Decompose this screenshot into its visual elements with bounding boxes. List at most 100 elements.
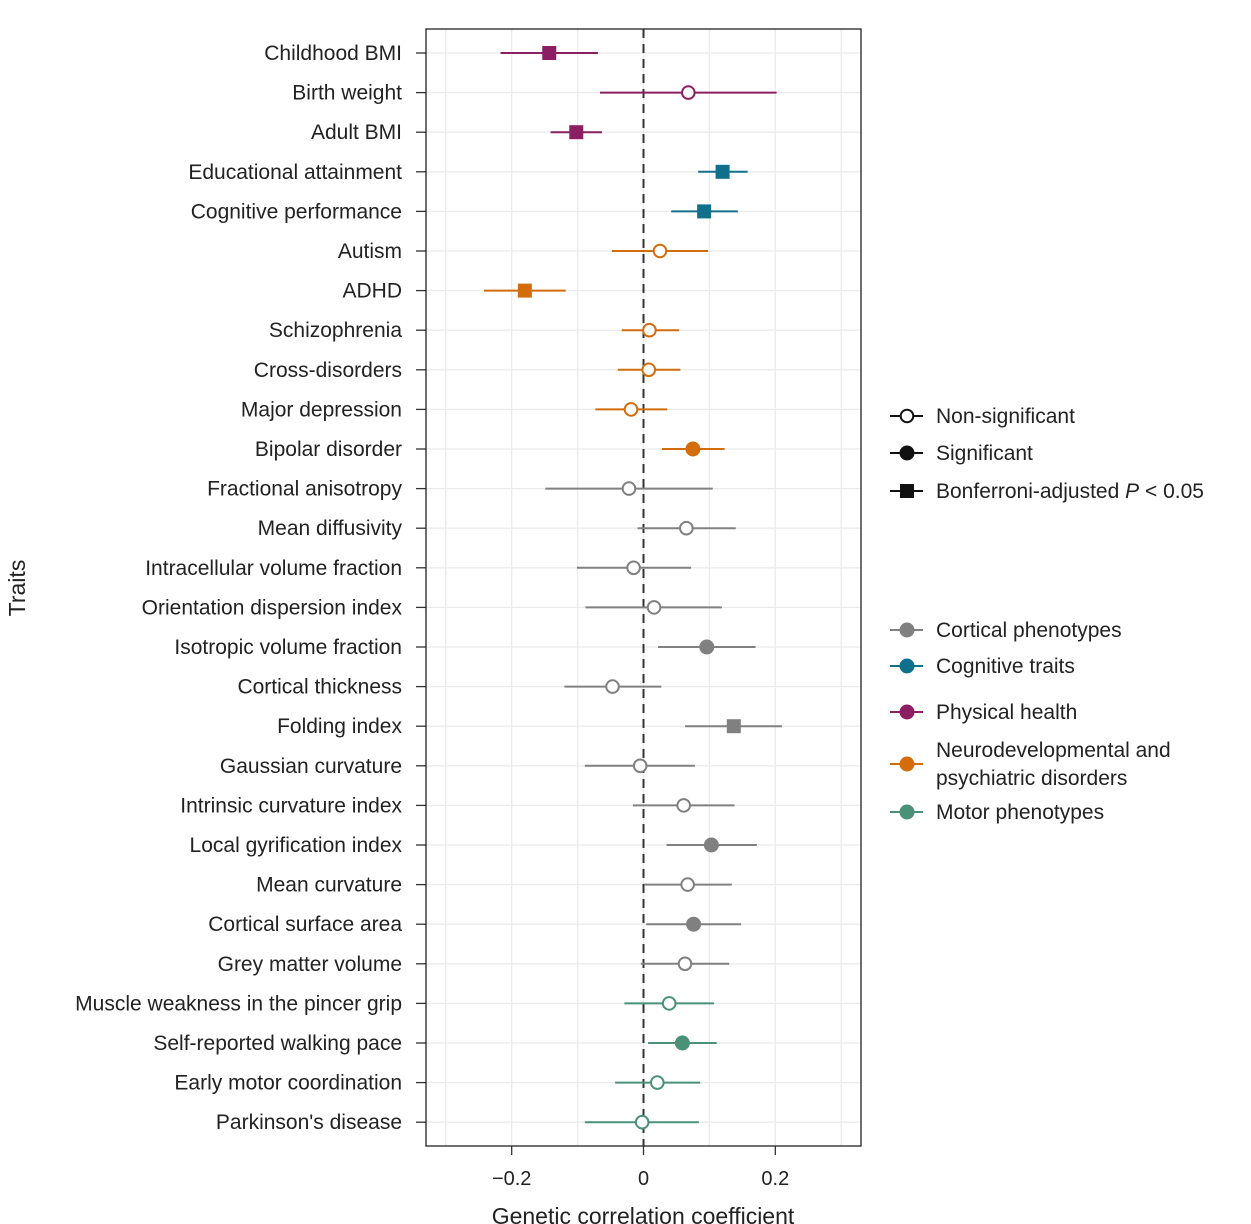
trait-label: Cognitive performance	[191, 200, 402, 223]
trait-row: Intrinsic curvature index	[180, 794, 735, 817]
trait-row: Mean diffusivity	[258, 517, 736, 540]
trait-row: Early motor coordination	[174, 1072, 701, 1095]
estimate-point	[626, 560, 641, 576]
group-legend-item: Cortical phenotypes	[890, 619, 1122, 642]
estimate-point	[642, 322, 657, 338]
trait-label: Muscle weakness in the pincer grip	[75, 992, 402, 1015]
trait-label: Isotropic volume fraction	[174, 636, 402, 659]
trait-label: Gaussian curvature	[220, 755, 402, 778]
trait-row: Autism	[338, 240, 709, 263]
legend-label-suffix: < 0.05	[1139, 480, 1204, 503]
estimate-point	[726, 719, 741, 734]
trait-label: Cortical thickness	[237, 676, 402, 699]
trait-row: Schizophrenia	[269, 319, 680, 342]
trait-label: Self-reported walking pace	[153, 1032, 402, 1055]
group-legend-item: Motor phenotypes	[890, 801, 1104, 824]
estimate-point	[605, 679, 620, 694]
trait-label: Intracellular volume fraction	[145, 557, 402, 580]
group-legend-item: Cognitive traits	[890, 655, 1075, 678]
trait-label: Educational attainment	[188, 161, 402, 184]
trait-row: Childhood BMI	[264, 42, 599, 65]
legend-marker	[899, 756, 915, 772]
legend-label: Non-significant	[936, 405, 1075, 428]
trait-rows: Childhood BMI Birth weight Adult BMI Educat…	[75, 42, 782, 1134]
estimate-point	[676, 798, 692, 813]
estimate-point	[679, 520, 694, 536]
estimate-point	[697, 204, 712, 219]
legend-label: Cortical phenotypes	[936, 619, 1122, 642]
trait-row: Isotropic volume fraction	[174, 636, 756, 659]
x-axis: −0.2 0 0.2	[492, 1146, 789, 1190]
estimate-point	[646, 600, 662, 615]
estimate-point	[634, 1114, 650, 1130]
estimate-point	[681, 85, 696, 100]
legend-marker	[900, 484, 914, 498]
trait-row: Muscle weakness in the pincer grip	[75, 992, 715, 1015]
estimate-point	[623, 402, 639, 417]
legend-label-prefix: Bonferroni-adjusted	[936, 480, 1125, 503]
trait-label: ADHD	[342, 280, 402, 303]
trait-label: Childhood BMI	[264, 42, 402, 65]
trait-label: Cross-disorders	[254, 359, 402, 382]
trait-label: Folding index	[277, 715, 402, 738]
significance-legend-item: Bonferroni-adjusted P < 0.05	[890, 480, 1204, 503]
estimate-point	[542, 46, 557, 60]
y-axis-title: Traits	[4, 560, 30, 617]
trait-label: Bipolar disorder	[255, 438, 402, 461]
estimate-point	[652, 243, 668, 259]
estimate-point	[674, 1035, 690, 1051]
estimate-point	[699, 639, 715, 655]
trait-row: Gaussian curvature	[220, 755, 695, 778]
trait-row: Cross-disorders	[254, 359, 681, 382]
trait-label: Parkinson's disease	[216, 1111, 402, 1134]
estimate-point	[715, 164, 730, 179]
trait-row: Major depression	[241, 398, 668, 421]
trait-label: Autism	[338, 240, 402, 263]
x-tick-label: 0	[638, 1168, 649, 1190]
trait-label: Birth weight	[292, 82, 402, 105]
legend-label: Significant	[936, 442, 1033, 465]
trait-row: Local gyrification index	[190, 834, 757, 857]
trait-row: Birth weight	[292, 82, 777, 105]
trait-row: Cortical thickness	[237, 676, 662, 699]
group-legend: Cortical phenotypes Cognitive traits Physi…	[890, 619, 1171, 824]
estimate-point	[650, 1075, 665, 1090]
estimate-point	[661, 996, 677, 1011]
trait-label: Major depression	[241, 398, 402, 421]
trait-row: Fractional anisotropy	[207, 478, 713, 501]
estimate-point	[632, 758, 648, 774]
legend-label: Bonferroni-adjusted P < 0.05	[936, 480, 1204, 503]
estimate-point	[621, 481, 637, 496]
significance-legend-item: Significant	[890, 442, 1033, 465]
estimate-point	[641, 362, 657, 378]
legend-label: Motor phenotypes	[936, 801, 1104, 824]
legend-label-line: Neurodevelopmental and	[936, 739, 1171, 762]
trait-label: Adult BMI	[311, 121, 402, 144]
estimate-point	[677, 956, 693, 972]
trait-row: Educational attainment	[188, 161, 748, 184]
legend-marker	[899, 804, 915, 820]
x-tick-label: 0.2	[761, 1168, 789, 1190]
trait-label: Mean curvature	[256, 874, 402, 897]
trait-row: Bipolar disorder	[255, 438, 725, 461]
legend-marker	[899, 622, 915, 638]
trait-label: Cortical surface area	[208, 913, 402, 936]
estimate-point	[686, 916, 702, 932]
estimate-point	[517, 283, 532, 298]
x-axis-title: Genetic correlation coefficient	[492, 1203, 795, 1224]
legend-label-line: psychiatric disorders	[936, 767, 1127, 790]
significance-legend: Non-significant Significant Bonferroni-adj…	[890, 405, 1204, 503]
trait-row: Cortical surface area	[208, 913, 742, 936]
legend-marker	[899, 445, 915, 461]
legend-marker	[899, 408, 915, 424]
trait-row: Parkinson's disease	[216, 1111, 699, 1134]
legend-marker	[899, 658, 915, 674]
estimate-point	[685, 441, 701, 457]
estimate-point	[680, 877, 695, 892]
estimate-point	[569, 125, 584, 140]
significance-legend-item: Non-significant	[890, 405, 1075, 428]
trait-label: Early motor coordination	[174, 1072, 402, 1095]
legend-label: Neurodevelopmental and psychiatric disord…	[936, 739, 1171, 790]
legend-label: Physical health	[936, 701, 1077, 724]
trait-label: Fractional anisotropy	[207, 478, 402, 501]
